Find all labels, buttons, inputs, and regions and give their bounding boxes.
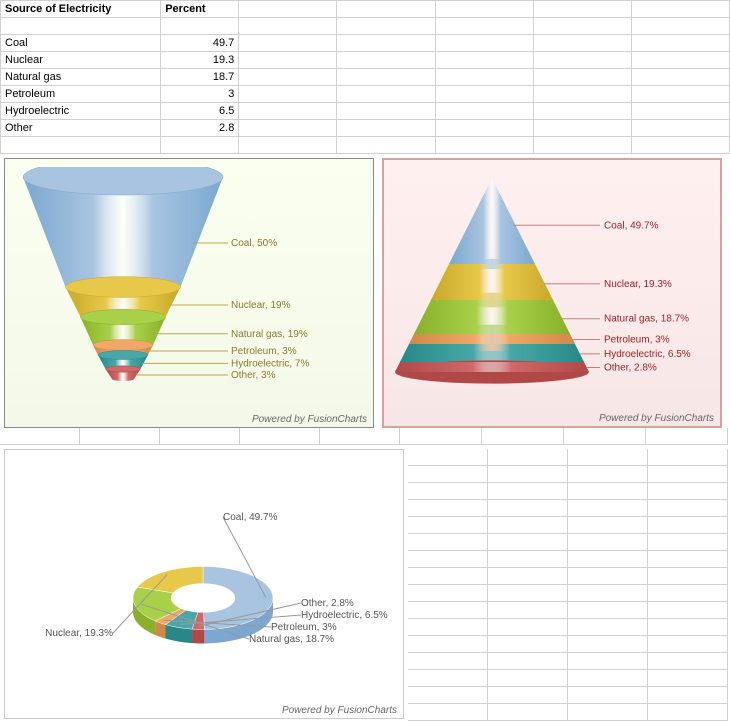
funnel-label: Hydroelectric, 7%	[231, 358, 309, 369]
table-row: Petroleum3	[1, 86, 730, 103]
col-header-percent: Percent	[161, 1, 239, 18]
donut-label: Hydroelectric, 6.5%	[301, 610, 388, 621]
funnel-label: Nuclear, 19%	[231, 300, 291, 311]
cell-value[interactable]: 3	[161, 86, 239, 103]
funnel-chart: Coal, 50% Nuclear, 19% Natural gas, 19% Pet…	[4, 158, 374, 428]
pyramid-label: Nuclear, 19.3%	[604, 279, 672, 290]
cell-label[interactable]: Coal	[1, 35, 161, 52]
table-row: Coal49.7	[1, 35, 730, 52]
donut-label: Other, 2.8%	[301, 598, 354, 609]
cell-value[interactable]: 18.7	[161, 69, 239, 86]
data-table: Source of Electricity Percent Coal49.7Nu…	[0, 0, 730, 154]
pyramid-chart: Coal, 49.7% Nuclear, 19.3% Natural gas, 18…	[382, 158, 722, 428]
table-row: Other2.8	[1, 120, 730, 137]
cell-label[interactable]: Hydroelectric	[1, 103, 161, 120]
cell-label[interactable]: Other	[1, 120, 161, 137]
table-row: Natural gas18.7	[1, 69, 730, 86]
table-header-row: Source of Electricity Percent	[1, 1, 730, 18]
table-row: Nuclear19.3	[1, 52, 730, 69]
powered-label: Powered by FusionCharts	[252, 414, 367, 425]
pyramid-label: Other, 2.8%	[604, 363, 657, 374]
funnel-label: Natural gas, 19%	[231, 329, 308, 340]
donut-label: Nuclear, 19.3%	[45, 628, 113, 639]
powered-label: Powered by FusionCharts	[282, 705, 397, 716]
donut-label: Natural gas, 18.7%	[249, 634, 334, 645]
cell-value[interactable]: 19.3	[161, 52, 239, 69]
donut-svg: Coal, 49.7% Other, 2.8%Hydroelectric, 6.5…	[13, 458, 408, 708]
table-blank-row	[1, 18, 730, 35]
pyramid-label: Coal, 49.7%	[604, 220, 659, 231]
donut-label: Coal, 49.7%	[223, 512, 278, 523]
donut-label: Petroleum, 3%	[271, 622, 337, 633]
funnel-label: Petroleum, 3%	[231, 346, 297, 357]
pyramid-label: Natural gas, 18.7%	[604, 314, 689, 325]
pyramid-label: Petroleum, 3%	[604, 335, 670, 346]
funnel-svg: Coal, 50% Nuclear, 19% Natural gas, 19% Pet…	[13, 167, 373, 407]
cell-value[interactable]: 6.5	[161, 103, 239, 120]
cell-label[interactable]: Petroleum	[1, 86, 161, 103]
funnel-label: Other, 3%	[231, 370, 276, 381]
funnel-label: Coal, 50%	[231, 238, 277, 249]
pyramid-svg: Coal, 49.7% Nuclear, 19.3% Natural gas, 18…	[392, 168, 722, 408]
cell-label[interactable]: Nuclear	[1, 52, 161, 69]
powered-label: Powered by FusionCharts	[599, 413, 714, 424]
pyramid-label: Hydroelectric, 6.5%	[604, 349, 691, 360]
cell-label[interactable]: Natural gas	[1, 69, 161, 86]
table-row: Hydroelectric6.5	[1, 103, 730, 120]
cell-value[interactable]: 2.8	[161, 120, 239, 137]
cell-value[interactable]: 49.7	[161, 35, 239, 52]
col-header-source: Source of Electricity	[1, 1, 161, 18]
donut-chart: Coal, 49.7% Other, 2.8%Hydroelectric, 6.5…	[4, 449, 404, 719]
